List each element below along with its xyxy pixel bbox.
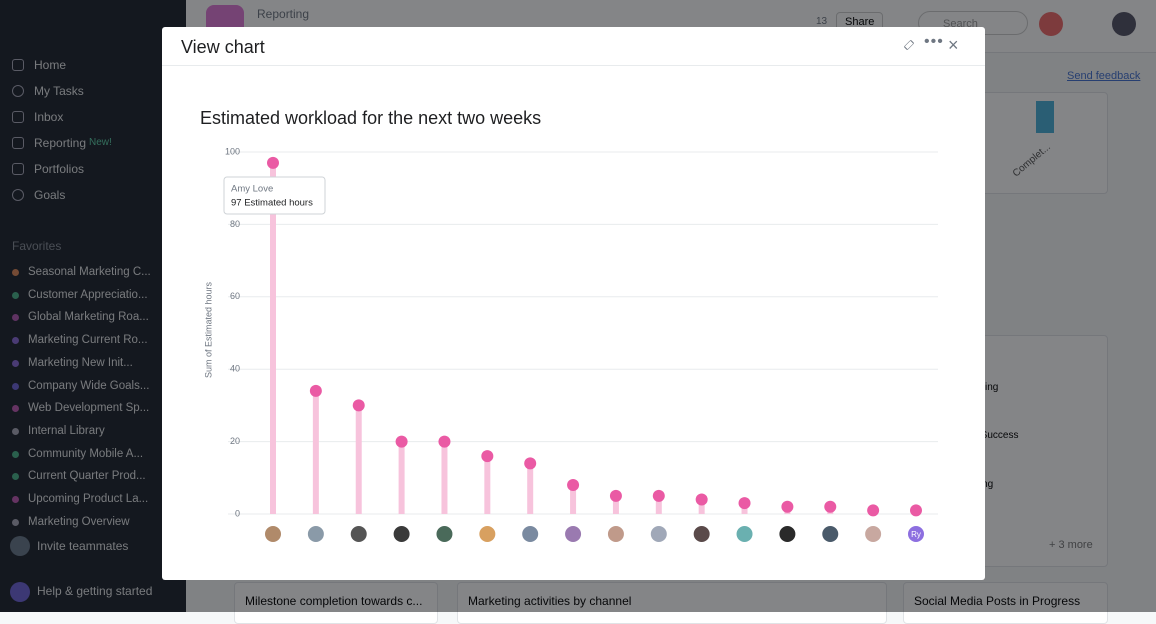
y-tick-label: 20 (230, 436, 240, 446)
avatar (908, 526, 924, 542)
avatar (307, 526, 324, 542)
dot (609, 489, 622, 502)
y-tick-label: 0 (235, 508, 240, 518)
dot (652, 489, 665, 502)
avatar (522, 526, 539, 542)
dot (695, 493, 708, 506)
x-tick-label: Ry (911, 530, 921, 539)
avatar (822, 526, 839, 542)
avatar (479, 526, 496, 542)
dot (781, 500, 794, 513)
avatar (736, 526, 753, 542)
dot (481, 450, 494, 463)
divider (162, 65, 985, 66)
dot (309, 384, 322, 397)
tooltip (223, 176, 326, 215)
avatar (693, 526, 710, 542)
y-tick-label: 80 (230, 219, 240, 229)
close-button[interactable]: × (948, 35, 959, 55)
y-tick-label: 60 (230, 291, 240, 301)
avatar (607, 526, 624, 542)
avatar (265, 526, 281, 542)
avatar (650, 526, 667, 542)
avatar (436, 526, 453, 542)
dot (438, 435, 451, 448)
dot (524, 457, 537, 470)
avatar (350, 526, 367, 542)
dot (910, 504, 922, 517)
tooltip-value: 97 Estimated hours (231, 198, 313, 209)
dot (824, 500, 837, 513)
dot (867, 504, 880, 517)
avatar (565, 526, 582, 542)
more-button[interactable]: ••• (924, 33, 944, 50)
modal-title: View chart (181, 37, 265, 57)
chart: Estimated workload for the next two week… (200, 108, 938, 542)
tooltip-name: Amy Love (231, 184, 273, 195)
avatar (393, 526, 410, 542)
dot (267, 156, 279, 169)
y-tick-label: 100 (225, 146, 240, 156)
dot (352, 399, 365, 412)
avatar (865, 526, 882, 542)
dot (395, 435, 408, 448)
chart-title: Estimated workload for the next two week… (200, 108, 541, 128)
avatar (779, 526, 796, 542)
y-axis-label: Sum of Estimated hours (203, 281, 213, 378)
dot (567, 479, 580, 492)
y-tick-label: 40 (230, 364, 240, 374)
dot (738, 497, 751, 510)
modal: View chart ••• × Estimated workload for … (162, 27, 985, 580)
